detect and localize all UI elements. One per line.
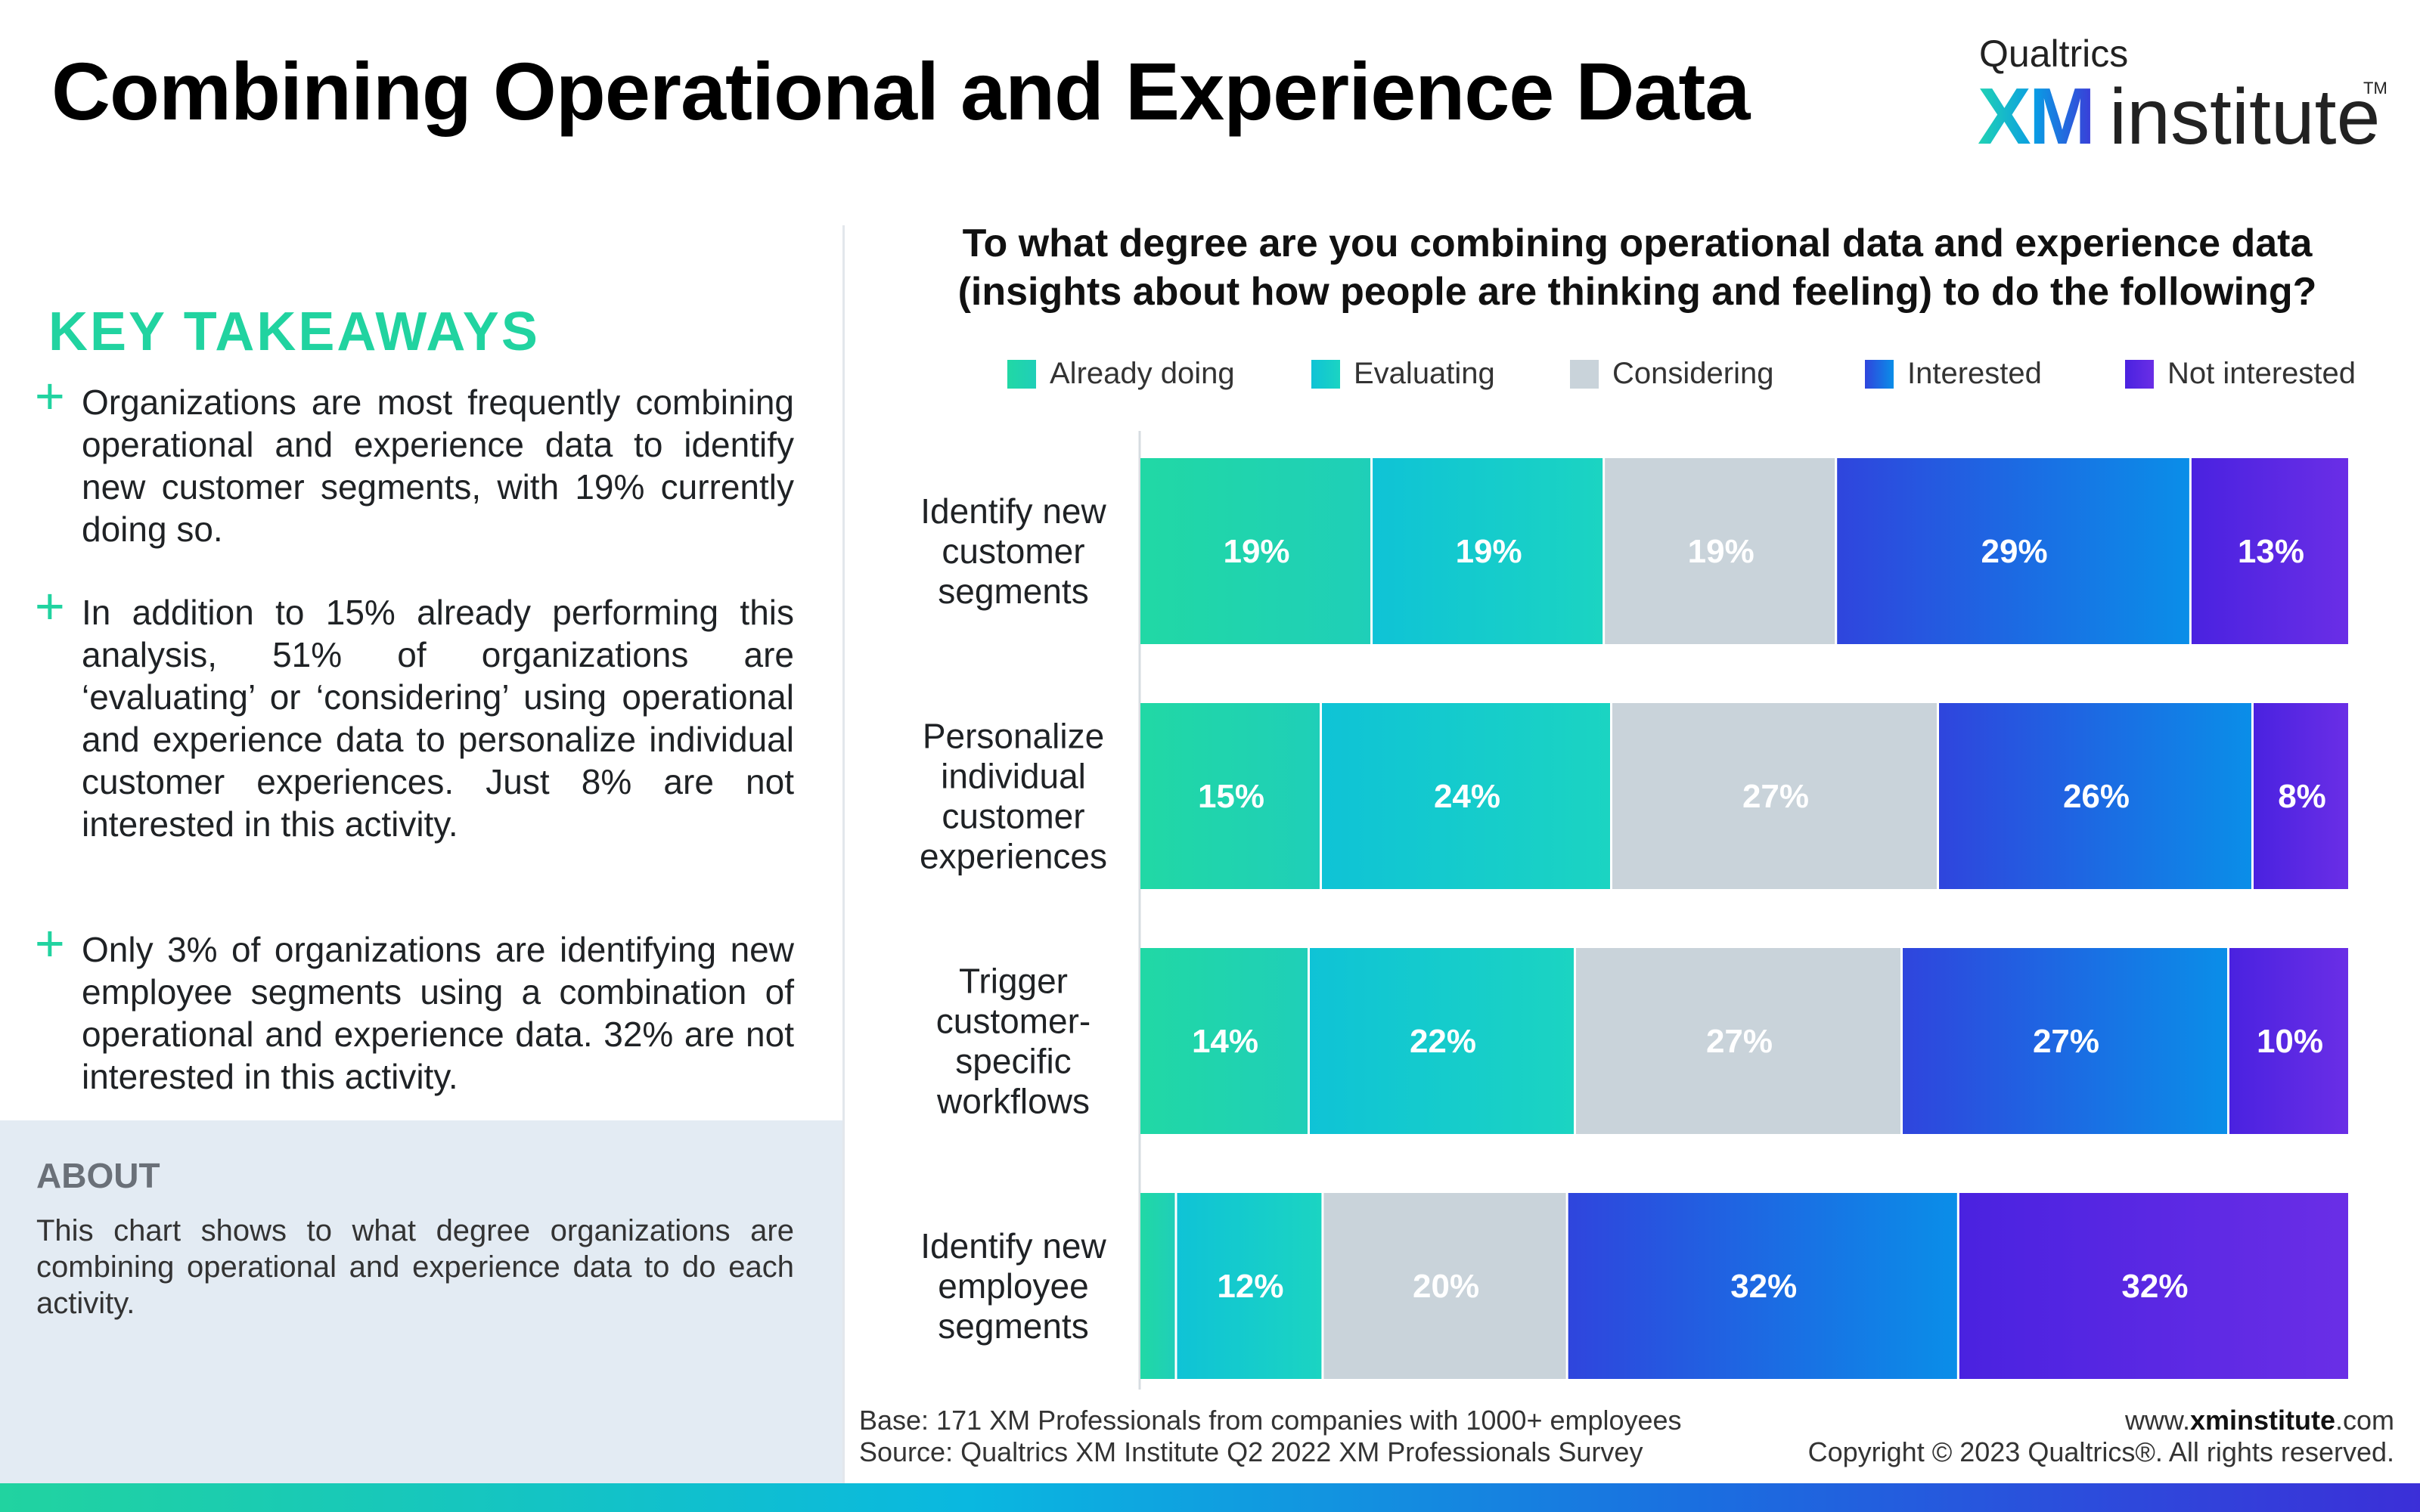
bar-segment — [1323, 1193, 1566, 1379]
legend-label: Interested — [1907, 357, 2042, 390]
bottom-gradient-bar — [0, 1483, 2420, 1512]
takeaway-item: + Only 3% of organizations are identifyi… — [35, 918, 794, 1098]
bar-data-label: 32% — [1730, 1268, 1797, 1305]
logo-xm-mark: XM — [1978, 72, 2096, 161]
bar-data-label: 20% — [1413, 1268, 1479, 1305]
category-label: customer- — [936, 1002, 1091, 1041]
category-label: Personalize — [923, 717, 1104, 756]
bar-segment — [1959, 1193, 2348, 1379]
bar-segment — [2191, 458, 2348, 644]
footer-notes: Base: 171 XM Professionals from companie… — [859, 1405, 1682, 1468]
bar-data-label: 19% — [1223, 533, 1289, 570]
column-divider — [842, 225, 845, 1489]
category-label: Identify new — [920, 1226, 1106, 1266]
legend-swatch — [1311, 360, 1340, 389]
bar-data-label: 32% — [2121, 1268, 2188, 1305]
legend-swatch — [1570, 360, 1599, 389]
logo-word: institute — [2109, 73, 2381, 161]
bar-data-label: 8% — [2278, 778, 2326, 815]
logo-brand: Qualtrics — [1979, 33, 2129, 75]
logo-trademark: TM — [2363, 79, 2387, 98]
legend-label: Evaluating — [1354, 357, 1495, 390]
key-takeaways-heading: KEY TAKEAWAYS — [48, 302, 540, 362]
bar-segment — [1140, 1193, 1175, 1379]
plus-icon: + — [35, 367, 65, 425]
takeaway-item: + In addition to 15% already performing … — [35, 581, 794, 845]
bar-data-label: 26% — [2063, 778, 2130, 815]
category-label: segments — [938, 1306, 1088, 1346]
bar-segment — [1177, 1193, 1322, 1379]
legend-label: Considering — [1612, 357, 1774, 390]
bar-segment — [1140, 458, 1371, 644]
legend-swatch — [1865, 360, 1894, 389]
page-title: Combining Operational and Experience Dat… — [51, 45, 1750, 137]
bar-segment — [2254, 703, 2348, 889]
category-label: customer — [942, 531, 1084, 571]
copyright-note: Copyright © 2023 Qualtrics®. All rights … — [1807, 1436, 2394, 1467]
bar-data-label: 29% — [1981, 533, 2048, 570]
category-label: segments — [938, 572, 1088, 611]
bar-data-label: 27% — [1706, 1023, 1773, 1060]
category-label: individual — [941, 757, 1086, 796]
bar-data-label: 10% — [2257, 1023, 2323, 1060]
footer-credits: www.xminstitute.com Copyright © 2023 Qua… — [1808, 1405, 2394, 1468]
category-label: customer — [942, 797, 1084, 836]
category-label: employee — [938, 1266, 1088, 1306]
bar-data-label: 12% — [1217, 1268, 1283, 1305]
about-heading: ABOUT — [36, 1156, 160, 1195]
legend-swatch — [2125, 360, 2154, 389]
category-label: Identify new — [920, 491, 1106, 531]
bar-segment — [1373, 458, 1603, 644]
category-label: Trigger — [959, 962, 1068, 1001]
bar-data-label: 13% — [2238, 533, 2304, 570]
takeaway-text: Organizations are most frequently combin… — [82, 383, 794, 549]
bar-segment — [1576, 948, 1900, 1134]
plus-icon: + — [35, 915, 65, 972]
bar-data-label: 27% — [1742, 778, 1809, 815]
legend-label: Already doing — [1050, 357, 1235, 390]
bar-segment — [1837, 458, 2189, 644]
source-note: Source: Qualtrics XM Institute Q2 2022 X… — [859, 1436, 1643, 1467]
bar-segment — [1903, 948, 2227, 1134]
category-label: workflows — [936, 1082, 1090, 1121]
bar-data-label: 24% — [1434, 778, 1500, 815]
category-label: specific — [955, 1042, 1071, 1081]
chart-title: To what degree are you combining operati… — [957, 222, 2317, 314]
bar-segment — [2229, 948, 2348, 1134]
bar-segment — [1939, 703, 2251, 889]
bar-segment — [1140, 948, 1308, 1134]
legend-swatch — [1007, 360, 1036, 389]
category-label: experiences — [920, 837, 1107, 876]
takeaway-item: + Organizations are most frequently comb… — [35, 370, 794, 550]
about-panel — [0, 1120, 842, 1483]
xm-institute-logo: Qualtrics XM institute TM — [1978, 29, 2387, 161]
bar-segment — [1310, 948, 1574, 1134]
plus-icon: + — [35, 578, 65, 635]
bar-data-label: 19% — [1456, 533, 1522, 570]
bar-segment — [1605, 458, 1835, 644]
bar-data-label: 14% — [1192, 1023, 1258, 1060]
takeaway-text: In addition to 15% already performing th… — [82, 593, 794, 844]
bar-data-label: 19% — [1688, 533, 1754, 570]
website-link[interactable]: www.xminstitute.com — [2124, 1405, 2394, 1436]
legend-label: Not interested — [2167, 357, 2356, 390]
base-note: Base: 171 XM Professionals from companie… — [859, 1405, 1682, 1436]
bar-segment — [1568, 1193, 1957, 1379]
bar-data-label: 22% — [1410, 1023, 1476, 1060]
about-text: This chart shows to what degree organiza… — [36, 1214, 794, 1320]
bar-data-label: 27% — [2033, 1023, 2099, 1060]
bar-data-label: 15% — [1198, 778, 1264, 815]
takeaway-text: Only 3% of organizations are identifying… — [82, 930, 794, 1096]
bar-segment — [1322, 703, 1610, 889]
bar-segment — [1612, 703, 1937, 889]
bar-segment — [1140, 703, 1320, 889]
